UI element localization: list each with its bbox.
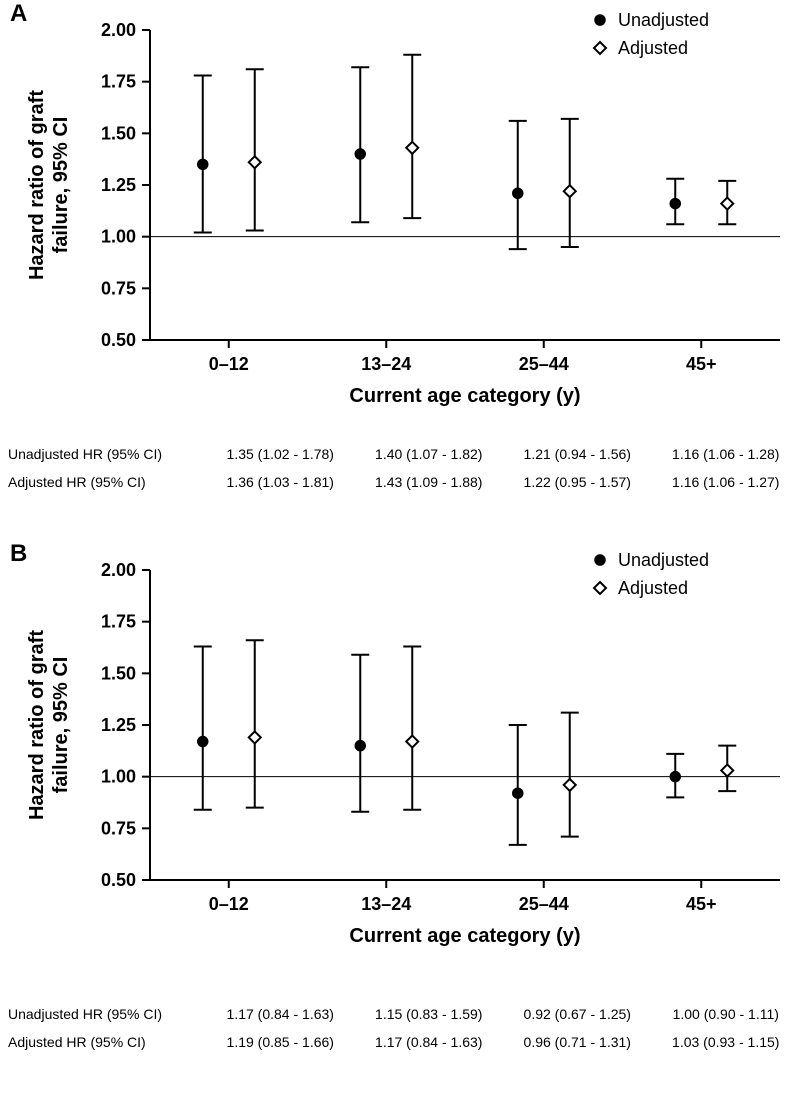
table-cell: 0.92 (0.67 - 1.25): [503, 1006, 652, 1022]
table-row-label: Unadjusted HR (95% CI): [0, 446, 206, 462]
panel-b-table: Unadjusted HR (95% CI)1.17 (0.84 - 1.63)…: [0, 1000, 800, 1056]
table-cell: 0.96 (0.71 - 1.31): [503, 1034, 652, 1050]
table-row-label: Adjusted HR (95% CI): [0, 1034, 206, 1050]
svg-text:Adjusted: Adjusted: [618, 578, 688, 598]
svg-text:1.25: 1.25: [101, 715, 136, 735]
table-cell: 1.16 (1.06 - 1.28): [652, 446, 800, 462]
table-cell: 1.36 (1.03 - 1.81): [206, 474, 355, 490]
svg-text:2.00: 2.00: [101, 20, 136, 40]
table-cell: 1.40 (1.07 - 1.82): [355, 446, 504, 462]
svg-text:0.50: 0.50: [101, 330, 136, 350]
svg-text:0.50: 0.50: [101, 870, 136, 890]
svg-text:Hazard ratio of graft: Hazard ratio of graft: [26, 90, 48, 280]
svg-text:failure, 95% CI: failure, 95% CI: [50, 657, 72, 794]
panel-a-table: Unadjusted HR (95% CI)1.35 (1.02 - 1.78)…: [0, 440, 800, 496]
table-row: Adjusted HR (95% CI)1.36 (1.03 - 1.81)1.…: [0, 468, 800, 496]
panel-b: B 0.50 0.75 1.00 1.25 1.50 1.75 2.00 0–12 13–24 2…: [0, 540, 800, 960]
svg-text:Hazard ratio of graft: Hazard ratio of graft: [26, 630, 48, 820]
svg-text:0.75: 0.75: [101, 818, 136, 838]
svg-text:1.25: 1.25: [101, 175, 136, 195]
table-cell: 1.15 (0.83 - 1.59): [355, 1006, 504, 1022]
panel-b-chart: 0.50 0.75 1.00 1.25 1.50 1.75 2.00 0–12 13–24 25–…: [0, 540, 800, 960]
svg-text:1.50: 1.50: [101, 663, 136, 683]
table-cell: 1.17 (0.84 - 1.63): [206, 1006, 355, 1022]
svg-text:25–44: 25–44: [519, 894, 569, 914]
svg-text:25–44: 25–44: [519, 354, 569, 374]
table-row: Unadjusted HR (95% CI)1.17 (0.84 - 1.63)…: [0, 1000, 800, 1028]
svg-text:1.75: 1.75: [101, 612, 136, 632]
svg-text:0.75: 0.75: [101, 278, 136, 298]
panel-a-label: A: [10, 0, 27, 28]
svg-text:Adjusted: Adjusted: [618, 38, 688, 58]
svg-text:1.75: 1.75: [101, 72, 136, 92]
svg-text:0–12: 0–12: [209, 354, 249, 374]
table-cell: 1.00 (0.90 - 1.11): [652, 1006, 800, 1022]
svg-text:failure, 95% CI: failure, 95% CI: [50, 117, 72, 254]
svg-text:Current age category (y): Current age category (y): [349, 925, 580, 947]
table-cell: 1.03 (0.93 - 1.15): [652, 1034, 800, 1050]
table-row-label: Adjusted HR (95% CI): [0, 474, 206, 490]
svg-text:Unadjusted: Unadjusted: [618, 10, 709, 30]
table-row: Unadjusted HR (95% CI)1.35 (1.02 - 1.78)…: [0, 440, 800, 468]
panel-a-chart: 0.50 0.75 1.00 1.25 1.50 1.75 2.00 0–12 13–24 25–…: [0, 0, 800, 420]
svg-text:13–24: 13–24: [361, 894, 411, 914]
svg-text:1.50: 1.50: [101, 123, 136, 143]
table-row-label: Unadjusted HR (95% CI): [0, 1006, 206, 1022]
svg-text:0–12: 0–12: [209, 894, 249, 914]
svg-text:1.00: 1.00: [101, 767, 136, 787]
svg-text:Unadjusted: Unadjusted: [618, 550, 709, 570]
svg-text:13–24: 13–24: [361, 354, 411, 374]
svg-text:45+: 45+: [686, 354, 717, 374]
panel-b-label: B: [10, 540, 27, 568]
panel-a: A 0.50 0.75 1.00 1.25 1.50 1.75 2.00 0–12 13–24 2…: [0, 0, 800, 420]
svg-text:1.00: 1.00: [101, 227, 136, 247]
table-cell: 1.43 (1.09 - 1.88): [355, 474, 504, 490]
svg-text:2.00: 2.00: [101, 560, 136, 580]
svg-text:45+: 45+: [686, 894, 717, 914]
table-cell: 1.22 (0.95 - 1.57): [503, 474, 652, 490]
table-row: Adjusted HR (95% CI)1.19 (0.85 - 1.66)1.…: [0, 1028, 800, 1056]
table-cell: 1.21 (0.94 - 1.56): [503, 446, 652, 462]
table-cell: 1.16 (1.06 - 1.27): [652, 474, 800, 490]
table-cell: 1.35 (1.02 - 1.78): [206, 446, 355, 462]
table-cell: 1.17 (0.84 - 1.63): [355, 1034, 504, 1050]
table-cell: 1.19 (0.85 - 1.66): [206, 1034, 355, 1050]
svg-text:Current age category (y): Current age category (y): [349, 385, 580, 407]
